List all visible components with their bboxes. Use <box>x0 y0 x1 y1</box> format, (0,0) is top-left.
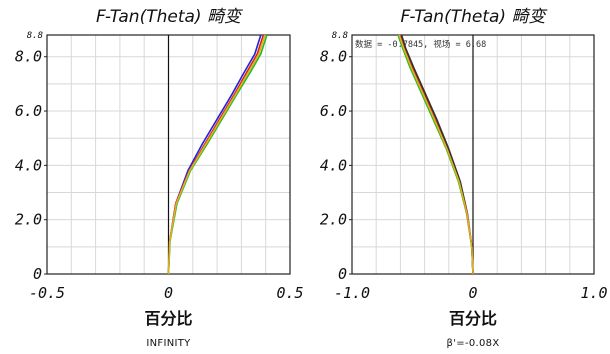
x-tick-label: 0 <box>164 284 173 302</box>
y-tick-label: 2.0 <box>15 211 42 229</box>
chart-subtitle: INFINITY <box>146 338 191 349</box>
y-tick-label: 8.0 <box>320 48 347 66</box>
y-tick-label: 0 <box>33 265 42 283</box>
x-tick-label: -1.0 <box>334 284 370 302</box>
chart-subtitle: β'=-0.08X <box>447 338 500 349</box>
chart-title: F-Tan(Theta) 畸变 <box>96 7 243 27</box>
x-tick-label: -0.5 <box>29 284 65 302</box>
x-tick-label: 1.0 <box>580 284 607 302</box>
x-axis-label: 百分比 <box>449 309 497 328</box>
x-axis-label: 百分比 <box>144 309 192 328</box>
series-line-4 <box>398 34 474 275</box>
cursor-readout: 数据 = -0.7845, 视场 = 6.68 <box>355 39 486 50</box>
y-tick-label: 4.0 <box>320 156 347 174</box>
y-tick-label: 4.0 <box>15 156 42 174</box>
series-line-4 <box>167 34 266 275</box>
x-tick-label: 0 <box>468 284 477 302</box>
series-line-3 <box>167 34 268 275</box>
series-line-1 <box>397 34 474 275</box>
y-tick-label: 6.0 <box>15 102 42 120</box>
y-max-label: 8.8 <box>27 31 43 41</box>
y-tick-label: 6.0 <box>320 102 347 120</box>
y-tick-label: 2.0 <box>320 211 347 229</box>
x-tick-label: 0.5 <box>276 284 303 302</box>
y-tick-label: 0 <box>338 265 347 283</box>
y-max-label: 8.8 <box>332 31 348 41</box>
y-tick-label: 8.0 <box>15 48 42 66</box>
chart-title: F-Tan(Theta) 畸变 <box>401 7 548 27</box>
